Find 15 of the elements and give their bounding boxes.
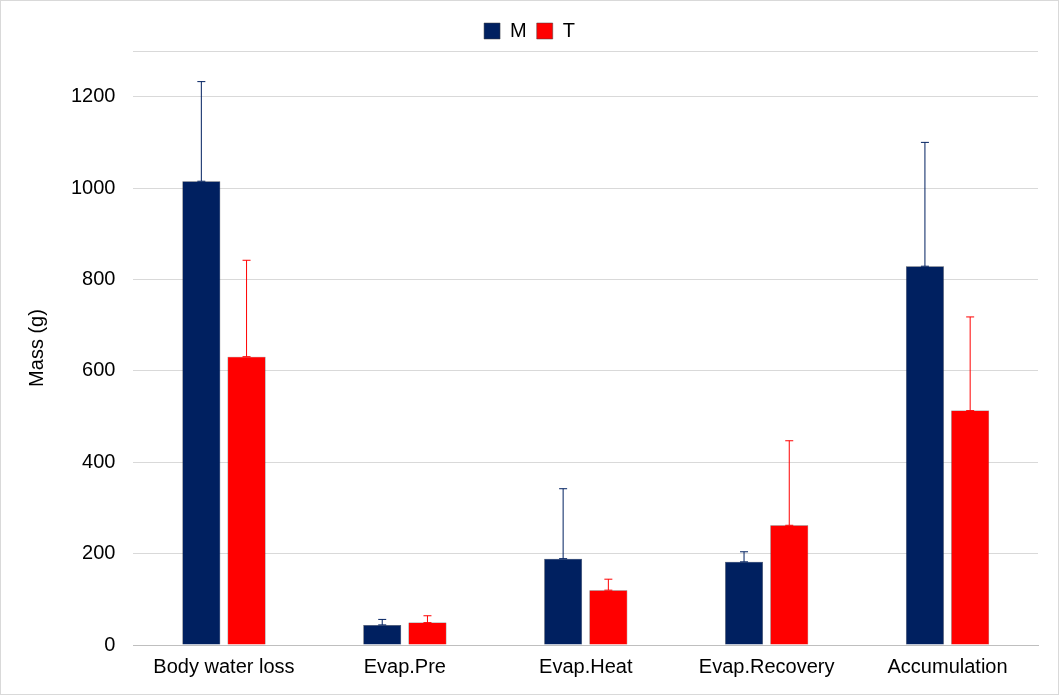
y-tick-label: 200 bbox=[82, 541, 116, 564]
y-tick-label: 600 bbox=[82, 358, 116, 381]
x-tick-label: Evap.Recovery bbox=[698, 654, 835, 677]
x-tick-label: Evap.Heat bbox=[539, 654, 633, 677]
y-tick-label: 400 bbox=[82, 449, 116, 472]
y-tick-label: 800 bbox=[82, 266, 116, 289]
y-axis-title: Mass (g) bbox=[24, 309, 47, 387]
y-tick-label: 1000 bbox=[70, 175, 116, 198]
legend-label: M bbox=[510, 18, 527, 41]
y-tick-label: 0 bbox=[104, 632, 116, 655]
y-tick-label: 1200 bbox=[70, 84, 116, 107]
x-tick-label: Body water loss bbox=[153, 654, 295, 677]
x-tick-label: Evap.Pre bbox=[363, 654, 446, 677]
x-tick-label: Accumulation bbox=[887, 654, 1008, 677]
legend-label: T bbox=[562, 18, 575, 41]
